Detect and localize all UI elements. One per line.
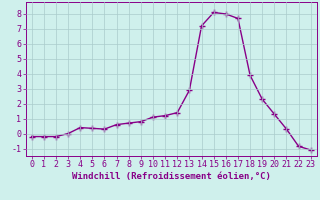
X-axis label: Windchill (Refroidissement éolien,°C): Windchill (Refroidissement éolien,°C): [72, 172, 271, 181]
